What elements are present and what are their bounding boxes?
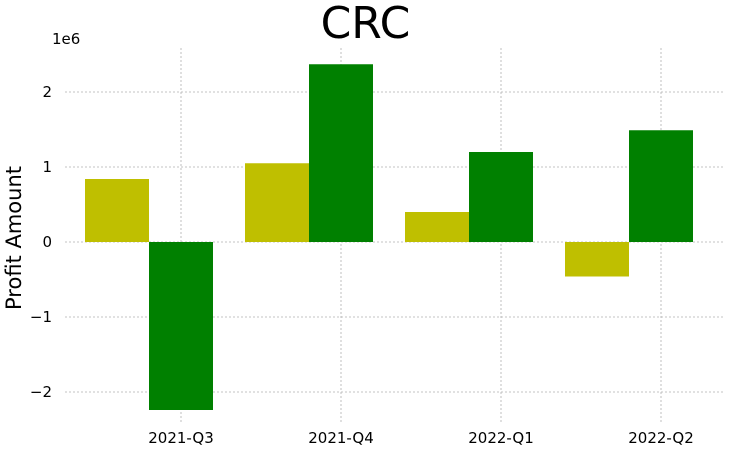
x-tick-label: 2022-Q1	[468, 429, 534, 447]
x-tick-label: 2021-Q3	[148, 429, 214, 447]
chart-title: CRC	[320, 0, 411, 49]
bar-series-1-2022-q1	[405, 212, 469, 242]
bar-series-2-2022-q2	[629, 130, 693, 242]
bar-series-2-2021-q4	[309, 64, 373, 242]
bar-series-1-2021-q3	[85, 179, 149, 242]
y-tick-label: 1	[42, 158, 52, 176]
x-tick-label: 2021-Q4	[308, 429, 374, 447]
x-tick-label: 2022-Q2	[628, 429, 694, 447]
bar-series-1-2021-q4	[245, 163, 309, 242]
y-tick-label: 2	[42, 83, 52, 101]
bar-series-1-2022-q2	[565, 242, 629, 277]
y-tick-label: −1	[30, 308, 52, 326]
y-axis-scale-note: 1e6	[52, 30, 81, 48]
y-tick-label: 0	[42, 233, 52, 251]
y-tick-label: −2	[30, 383, 52, 401]
bar-series-2-2021-q3	[149, 242, 213, 410]
bar-series-2-2022-q1	[469, 152, 533, 242]
